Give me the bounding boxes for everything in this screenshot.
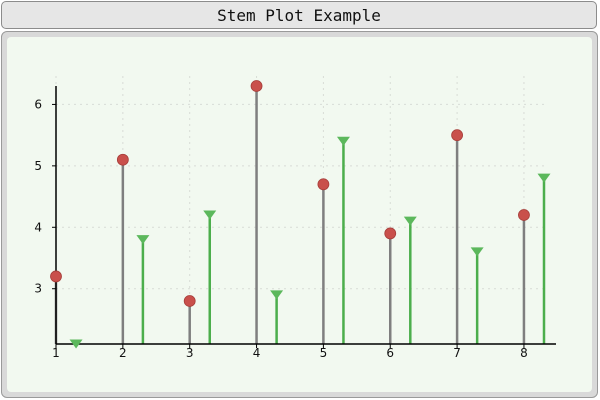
y-tick-label: 6 xyxy=(34,97,42,111)
grid xyxy=(55,76,544,344)
stem-marker-circle xyxy=(518,209,530,221)
stem-marker-triangle xyxy=(69,339,83,349)
stem-marker-circle xyxy=(384,227,397,240)
stem-marker-circle xyxy=(50,270,62,283)
window-title: Stem Plot Example xyxy=(217,5,381,25)
stem-marker-triangle xyxy=(403,216,417,226)
x-tick-label: 6 xyxy=(386,346,394,360)
markers xyxy=(50,80,551,349)
x-tick-label: 2 xyxy=(119,346,127,360)
stem-marker-triangle xyxy=(136,235,150,245)
stem-marker-triangle xyxy=(336,136,350,146)
plot-panel xyxy=(1,31,598,398)
stem-marker-triangle xyxy=(270,290,284,300)
title-bar: Stem Plot Example xyxy=(1,1,597,29)
x-tick-label: 5 xyxy=(320,346,328,360)
stem-marker-circle xyxy=(250,80,263,92)
axes xyxy=(52,86,556,348)
stem-marker-triangle xyxy=(470,247,484,257)
x-tick-label: 8 xyxy=(520,346,528,360)
x-tick-label: 1 xyxy=(52,346,60,360)
stem-marker-triangle xyxy=(203,210,217,220)
x-tick-label: 7 xyxy=(453,346,461,360)
y-tick-label: 5 xyxy=(34,159,42,173)
stem-marker-circle xyxy=(451,129,463,142)
stem-marker-circle xyxy=(183,295,196,307)
stem-marker-triangle xyxy=(537,173,551,183)
stem-marker-circle xyxy=(317,178,330,191)
tick-labels: 3 4 5 6 1 2 3 4 5 6 7 8 xyxy=(34,97,527,360)
x-tick-label: 4 xyxy=(253,346,261,360)
x-tick-label: 3 xyxy=(186,346,194,360)
y-tick-label: 4 xyxy=(34,220,42,234)
stems xyxy=(54,86,546,344)
y-tick-label: 3 xyxy=(34,282,42,296)
stem-marker-circle xyxy=(116,153,129,166)
plot-area-background xyxy=(7,37,592,392)
